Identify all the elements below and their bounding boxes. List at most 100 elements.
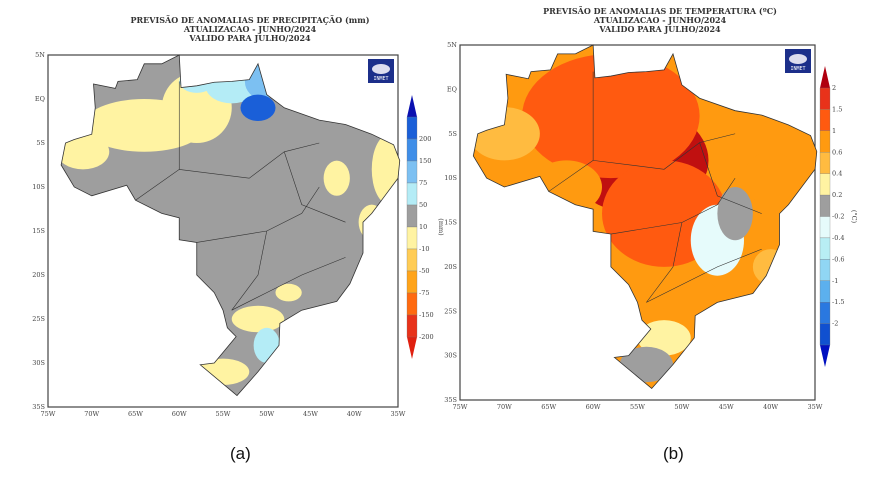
lat-tick-label: 25S: [32, 315, 45, 323]
colorbar-swatch: [406, 226, 418, 250]
colorbar-label: 10: [419, 223, 427, 231]
title-line: PREVISÃO DE ANOMALIAS DE TEMPERATURA (ºC…: [543, 6, 777, 16]
state-border: [548, 133, 736, 192]
map-a-title: PREVISÃO DE ANOMALIAS DE PRECIPITAÇÃO (m…: [70, 16, 430, 43]
anomaly-region: [61, 134, 110, 170]
colorbar-label: -200: [419, 333, 434, 341]
caption-a: (a): [230, 444, 251, 463]
colorbar-arrow-top: [820, 66, 830, 88]
lon-tick-label: 70W: [84, 410, 99, 418]
country-border: [60, 54, 401, 397]
colorbar-label: -0.6: [832, 255, 845, 263]
colorbar-label: 200: [419, 135, 431, 143]
anomaly-region: [717, 187, 753, 241]
title-line: ATUALIZACAO - JUNHO/2024: [183, 24, 317, 34]
colorbar-swatch: [819, 259, 831, 281]
anomaly-region: [240, 94, 276, 122]
lon-tick-label: 75W: [41, 410, 56, 418]
colorbar-swatch: [819, 237, 831, 260]
logo-text: INMET: [373, 76, 388, 82]
lon-tick-label: 55W: [630, 403, 645, 411]
colorbar-swatch: [406, 160, 418, 184]
lat-tick-label: EQ: [35, 95, 45, 103]
colorbar-arrow-top: [407, 95, 417, 117]
colorbar-label: 1: [832, 127, 836, 135]
colorbar-swatch: [819, 194, 831, 217]
country-border: [472, 44, 818, 390]
colorbar-label: -0.4: [832, 234, 845, 242]
lon-tick-label: 65W: [541, 403, 556, 411]
state-border: [283, 151, 346, 223]
colorbar-unit: (mm): [437, 218, 445, 236]
lon-tick-label: 40W: [347, 410, 362, 418]
colorbar-label: 150: [419, 157, 431, 165]
title-line: VALIDO PARA JULHO/2024: [599, 24, 721, 34]
lat-tick-label: 30S: [32, 359, 45, 367]
lon-tick-label: 40W: [763, 403, 778, 411]
state-border: [699, 142, 762, 214]
lat-tick-label: 35S: [32, 403, 45, 411]
colorbar-label: -10: [419, 245, 429, 253]
colorbar-label: 0.4: [832, 170, 842, 178]
lat-tick-label: 15S: [444, 219, 457, 227]
title-line: VALIDO PARA JULHO/2024: [189, 33, 311, 43]
lon-tick-label: 50W: [259, 410, 274, 418]
colorbar-swatch: [819, 302, 831, 324]
colorbar-swatch: [819, 152, 831, 174]
lat-tick-label: 20S: [444, 263, 457, 271]
colorbar-arrow-bottom: [407, 337, 417, 359]
lon-tick-label: 35W: [391, 410, 406, 418]
colorbar-label: 75: [419, 179, 427, 187]
lat-tick-label: 35S: [444, 396, 457, 404]
colorbar-swatch: [406, 248, 418, 272]
anomaly-region: [231, 305, 285, 333]
colorbar-label: 1.5: [832, 105, 842, 113]
colorbar-unit: (°C): [850, 210, 858, 224]
colorbar-label: 0.2: [832, 191, 842, 199]
cloud-icon: [372, 64, 390, 74]
anomaly-region: [522, 53, 700, 179]
logo-text: INMET: [790, 66, 805, 72]
lon-tick-label: 70W: [497, 403, 512, 411]
colorbar-swatch: [406, 292, 418, 316]
colorbar-label: -150: [419, 311, 434, 319]
lat-tick-label: 5S: [448, 130, 457, 138]
lat-tick-label: 25S: [444, 307, 457, 315]
colorbar-swatch: [819, 323, 831, 346]
lon-tick-label: 60W: [586, 403, 601, 411]
title-line: PREVISÃO DE ANOMALIAS DE PRECIPITAÇÃO (m…: [130, 15, 370, 25]
colorbar-label: 50: [419, 201, 427, 209]
colorbar-arrow-bottom: [820, 345, 830, 367]
colorbar-swatch: [819, 173, 831, 196]
colorbar-swatch: [819, 87, 831, 110]
anomaly-region: [275, 283, 302, 302]
colorbar-swatch: [406, 270, 418, 294]
map-b-title: PREVISÃO DE ANOMALIAS DE TEMPERATURA (ºC…: [475, 7, 845, 34]
lon-tick-label: 50W: [674, 403, 689, 411]
colorbar-swatch: [819, 280, 831, 303]
lon-tick-label: 65W: [128, 410, 143, 418]
lat-tick-label: 15S: [32, 227, 45, 235]
state-border: [231, 230, 268, 311]
lat-tick-label: 10S: [32, 183, 45, 191]
lat-tick-label: 10S: [444, 174, 457, 182]
lon-tick-label: 75W: [453, 403, 468, 411]
anomaly-region: [646, 275, 718, 312]
colorbar-swatch: [819, 216, 831, 239]
lat-tick-label: 5S: [36, 139, 45, 147]
colorbar-swatch: [406, 138, 418, 162]
title-line: ATUALIZACAO - JUNHO/2024: [593, 15, 727, 25]
colorbar-swatch: [406, 314, 418, 338]
cloud-icon: [789, 54, 807, 64]
colorbar-label: -50: [419, 267, 429, 275]
caption-b: (b): [663, 444, 684, 463]
lat-tick-label: 5N: [35, 51, 45, 59]
colorbar-label: -1.5: [832, 298, 845, 306]
lat-tick-label: EQ: [447, 85, 457, 93]
state-border: [231, 257, 346, 311]
lat-tick-label: 30S: [444, 352, 457, 360]
colorbar-label: -1: [832, 277, 838, 285]
